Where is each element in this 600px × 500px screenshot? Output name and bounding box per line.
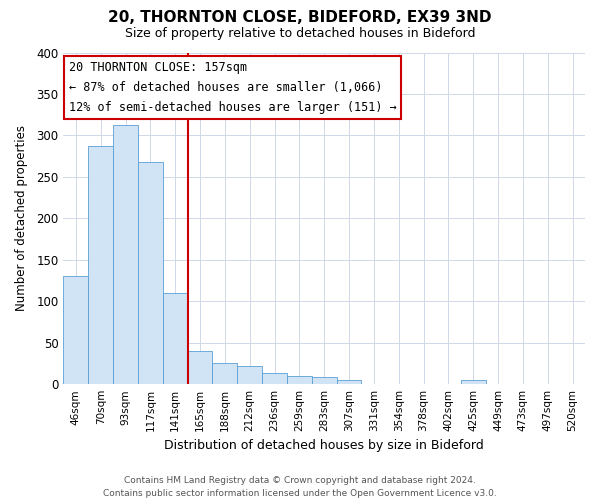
Text: 20 THORNTON CLOSE: 157sqm
← 87% of detached houses are smaller (1,066)
12% of se: 20 THORNTON CLOSE: 157sqm ← 87% of detac…: [68, 61, 397, 114]
Bar: [188, 351, 212, 384]
Bar: [237, 366, 262, 384]
Bar: [312, 376, 337, 384]
Bar: [138, 162, 163, 384]
Bar: [461, 380, 485, 384]
Bar: [212, 364, 237, 384]
Bar: [113, 124, 138, 384]
Text: Contains HM Land Registry data © Crown copyright and database right 2024.
Contai: Contains HM Land Registry data © Crown c…: [103, 476, 497, 498]
X-axis label: Distribution of detached houses by size in Bideford: Distribution of detached houses by size …: [164, 440, 484, 452]
Bar: [337, 380, 361, 384]
Bar: [262, 374, 287, 384]
Bar: [88, 146, 113, 384]
Y-axis label: Number of detached properties: Number of detached properties: [15, 126, 28, 312]
Bar: [64, 276, 88, 384]
Bar: [287, 376, 312, 384]
Text: Size of property relative to detached houses in Bideford: Size of property relative to detached ho…: [125, 28, 475, 40]
Bar: [163, 293, 188, 384]
Text: 20, THORNTON CLOSE, BIDEFORD, EX39 3ND: 20, THORNTON CLOSE, BIDEFORD, EX39 3ND: [108, 10, 492, 25]
